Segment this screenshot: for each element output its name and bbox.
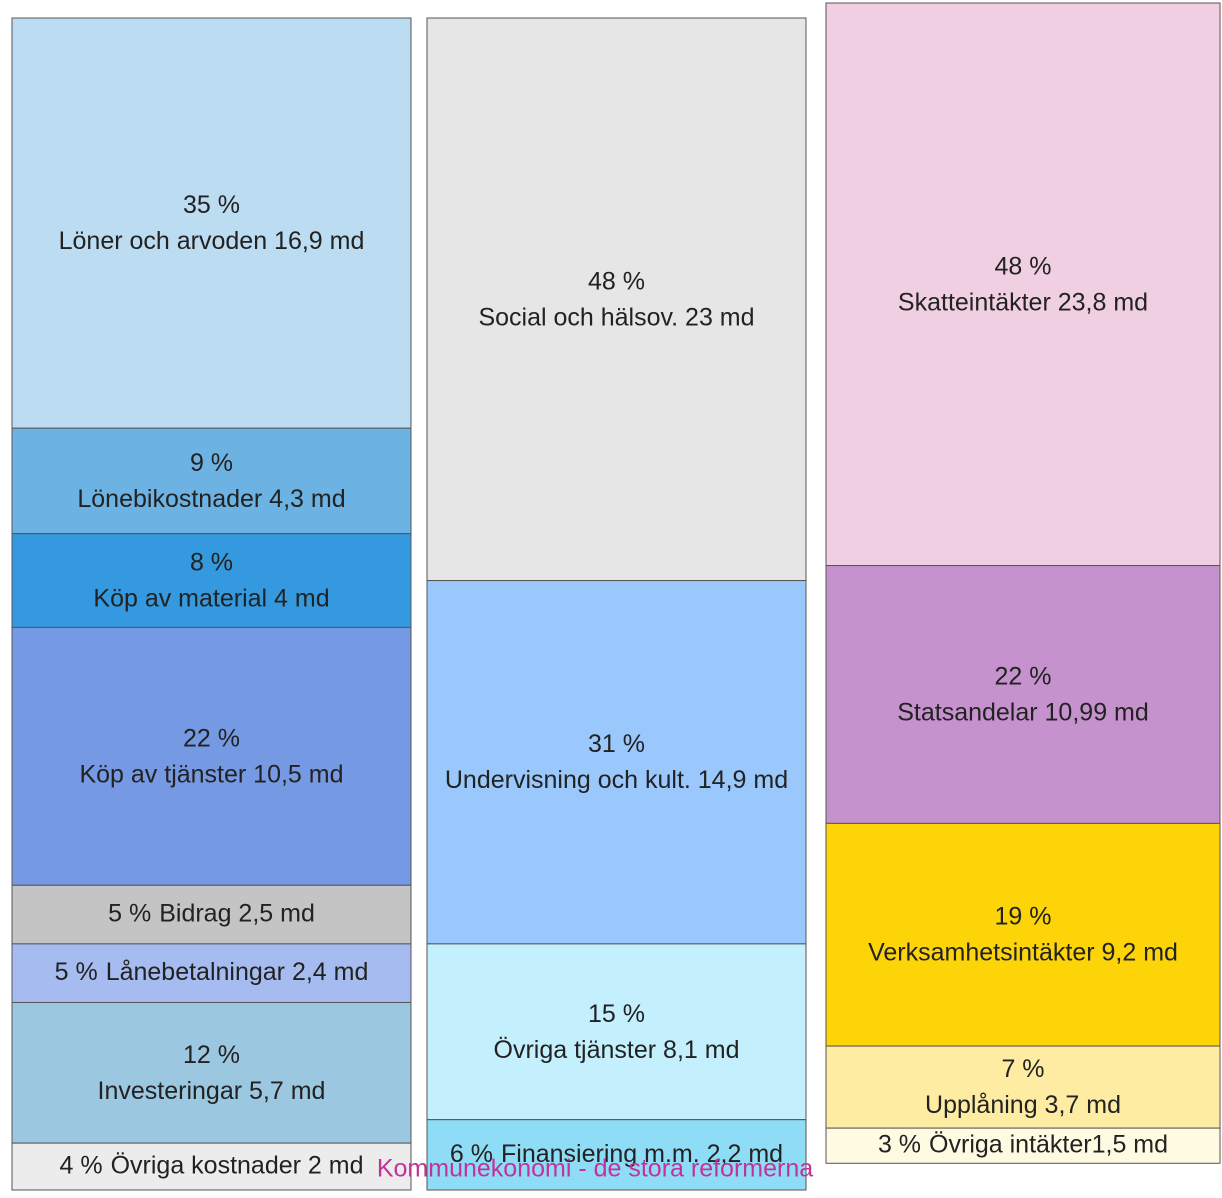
segment xyxy=(11,884,412,945)
segment-percent: 31 % xyxy=(588,730,645,758)
segment-percent: 6 % xyxy=(450,1139,493,1167)
segment-label: 48 % Skatteintäkter 23,8 md xyxy=(898,252,1148,316)
segment xyxy=(825,822,1221,1047)
segment-name: Övriga tjänster 8,1 md xyxy=(494,1035,740,1063)
segment-name: Bidrag 2,5 md xyxy=(159,899,315,927)
segment xyxy=(11,17,412,429)
segment-label: 22 % Köp av tjänster 10,5 md xyxy=(79,724,343,788)
segment-label: 4 % Övriga kostnader 2 md xyxy=(60,1151,364,1179)
segment-name: Statsandelar 10,99 md xyxy=(897,698,1149,726)
segment-percent: 19 % xyxy=(995,902,1052,930)
segment-label: 22 % Statsandelar 10,99 md xyxy=(897,662,1149,726)
segment-name: Lönebikostnader 4,3 md xyxy=(77,485,345,513)
segment xyxy=(825,565,1221,824)
segment-percent: 8 % xyxy=(190,548,233,576)
segment xyxy=(11,1142,412,1191)
segment-label: 7 % Upplåning 3,7 md xyxy=(925,1055,1121,1119)
segment xyxy=(11,1001,412,1144)
watermark: Kommunekonomi - de stora reformerna xyxy=(377,1155,813,1183)
segment-label: 35 % Löner och arvoden 16,9 md xyxy=(59,191,365,255)
segment-label: 5 % Lånebetalningar 2,4 md xyxy=(55,958,369,986)
segment xyxy=(825,2,1221,567)
segment-label: 19 % Verksamhetsintäkter 9,2 md xyxy=(868,902,1178,966)
segment-label: 3 % Övriga intäkter1,5 md xyxy=(878,1130,1168,1158)
segment-percent: 3 % xyxy=(878,1130,921,1158)
segment-name: Finansiering m.m. 2,2 md xyxy=(501,1139,783,1167)
segment-name: Övriga kostnader 2 md xyxy=(111,1151,364,1179)
segment-name: Upplåning 3,7 md xyxy=(925,1091,1121,1119)
segment xyxy=(11,626,412,886)
segment-name: Undervisning och kult. 14,9 md xyxy=(445,766,788,794)
segment-label: 8 % Köp av material 4 md xyxy=(93,548,329,612)
segment-label: 31 % Undervisning och kult. 14,9 md xyxy=(445,730,788,794)
segment-name: Verksamhetsintäkter 9,2 md xyxy=(868,938,1178,966)
segment-label: 6 % Finansiering m.m. 2,2 md xyxy=(450,1139,783,1167)
segment-name: Köp av material 4 md xyxy=(93,584,329,612)
segment xyxy=(825,1045,1221,1129)
segment xyxy=(11,943,412,1003)
segment-name: Investeringar 5,7 md xyxy=(98,1076,326,1104)
segment xyxy=(11,427,412,535)
segment xyxy=(426,1119,807,1191)
segment-name: Löner och arvoden 16,9 md xyxy=(59,227,365,255)
segment-label: 48 % Social och hälsov. 23 md xyxy=(478,267,754,331)
segment-name: Social och hälsov. 23 md xyxy=(478,303,754,331)
segment-percent: 9 % xyxy=(190,449,233,477)
segment-percent: 5 % xyxy=(108,899,151,927)
segment-name: Lånebetalningar 2,4 md xyxy=(106,958,369,986)
segment-percent: 5 % xyxy=(55,958,98,986)
segment-label: 15 % Övriga tjänster 8,1 md xyxy=(494,999,740,1063)
segment-percent: 4 % xyxy=(60,1151,103,1179)
segment xyxy=(426,943,807,1121)
segment-name: Övriga intäkter1,5 md xyxy=(929,1130,1168,1158)
segment-name: Skatteintäkter 23,8 md xyxy=(898,288,1148,316)
segment-label: 5 % Bidrag 2,5 md xyxy=(108,899,315,927)
segment-percent: 48 % xyxy=(995,252,1052,280)
segment-percent: 22 % xyxy=(995,662,1052,690)
segment xyxy=(11,533,412,628)
segment-percent: 15 % xyxy=(588,999,645,1027)
segment xyxy=(426,17,807,582)
segment-percent: 35 % xyxy=(183,191,240,219)
segment-percent: 12 % xyxy=(183,1040,240,1068)
segment-label: 12 % Investeringar 5,7 md xyxy=(98,1040,326,1104)
segment-percent: 48 % xyxy=(588,267,645,295)
segment-percent: 22 % xyxy=(183,724,240,752)
segment-name: Köp av tjänster 10,5 md xyxy=(79,760,343,788)
segment xyxy=(426,580,807,945)
segment-percent: 7 % xyxy=(1001,1055,1044,1083)
segment-label: 9 % Lönebikostnader 4,3 md xyxy=(77,449,345,513)
segment xyxy=(825,1127,1221,1164)
